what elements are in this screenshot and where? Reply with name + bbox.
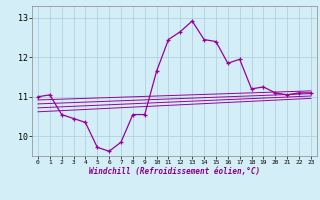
X-axis label: Windchill (Refroidissement éolien,°C): Windchill (Refroidissement éolien,°C): [89, 167, 260, 176]
